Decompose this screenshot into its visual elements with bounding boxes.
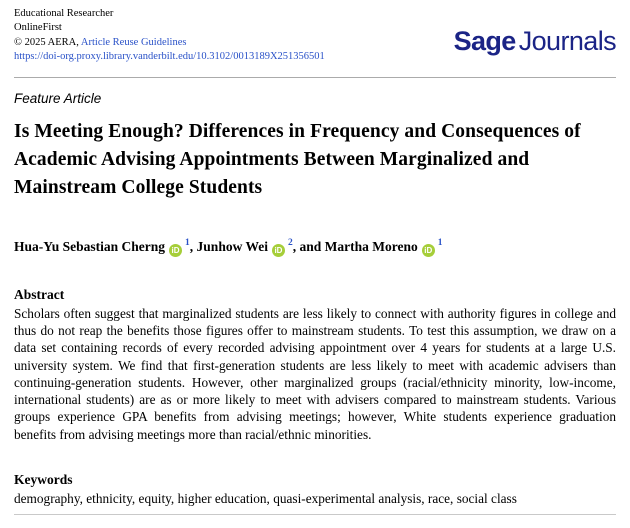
orcid-icon[interactable]: iD	[271, 243, 285, 257]
doi-line: https://doi-org.proxy.library.vanderbilt…	[14, 50, 325, 64]
abstract-heading: Abstract	[14, 286, 65, 302]
author: Hua-Yu Sebastian Cherng iD1,	[14, 238, 197, 257]
copyright-text: © 2025 AERA,	[14, 36, 81, 48]
author-name: Hua-Yu Sebastian Cherng	[14, 238, 166, 254]
article-type-label: Feature Article	[14, 91, 102, 107]
author-byline: Hua-Yu Sebastian Cherng iD1, Junhow Wei iD…	[14, 238, 616, 257]
keywords-heading: Keywords	[14, 472, 73, 488]
keywords-text: demography, ethnicity, equity, higher ed…	[14, 491, 517, 507]
journal-name: Educational Researcher	[14, 8, 114, 19]
author-separator: ,	[189, 238, 197, 254]
journal-metadata: Educational Researcher OnlineFirst © 202…	[14, 7, 325, 64]
affiliation-superscript: 1	[185, 238, 190, 249]
article-reuse-guidelines-link[interactable]: Article Reuse Guidelines	[80, 36, 187, 48]
article-title: Is Meeting Enough? Differences in Freque…	[14, 121, 581, 199]
author: Martha Moreno iD1	[324, 238, 443, 257]
logo-journals-text: Journals	[518, 26, 617, 56]
author-name: Martha Moreno	[324, 238, 418, 254]
doi-link[interactable]: https://doi-org.proxy.library.vanderbilt…	[14, 50, 325, 62]
abstract-text: Scholars often suggest that marginalized…	[14, 305, 616, 442]
logo-sage-text: Sage	[453, 26, 517, 56]
author-separator: , and	[292, 238, 325, 254]
edition-label: OnlineFirst	[14, 22, 62, 34]
header-divider	[14, 77, 616, 79]
affiliation-superscript: 1	[437, 238, 443, 249]
author-name: Junhow Wei	[196, 238, 268, 254]
affiliation-superscript: 2	[287, 238, 293, 249]
orcid-icon[interactable]: iD	[169, 243, 183, 257]
copyright-line: © 2025 AERA, Article Reuse Guidelines	[14, 36, 325, 50]
footer-divider	[14, 514, 616, 516]
page-header: Educational Researcher OnlineFirst © 202…	[14, 0, 617, 64]
sage-journals-logo: Sage Journals	[453, 26, 617, 57]
author: Junhow Wei iD2, and	[196, 238, 325, 257]
orcid-icon[interactable]: iD	[421, 243, 435, 257]
